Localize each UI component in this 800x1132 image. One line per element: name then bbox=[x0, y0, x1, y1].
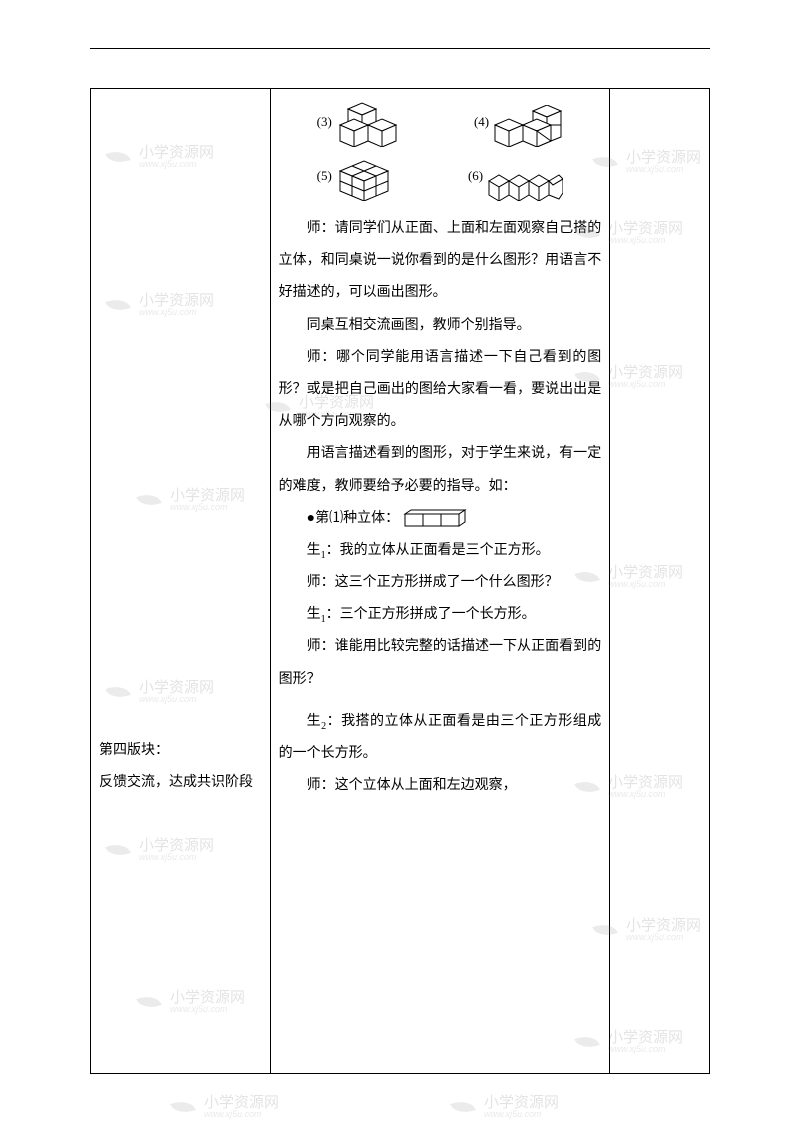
cube-5: (5) bbox=[317, 159, 392, 201]
bullet-text: ●第⑴种立体： bbox=[307, 511, 399, 526]
cube-4-icon bbox=[493, 105, 563, 147]
para-1: 师：请同学们从正面、上面和左面观察自己搭的立体，和同桌说一说你看到的是什么图形？… bbox=[279, 213, 602, 310]
lesson-table: 第四版块： 反馈交流，达成共识阶段 (3) bbox=[90, 88, 710, 1074]
right-column bbox=[610, 89, 710, 1074]
para-7: 生1：三个正方形拼成了一个长方形。 bbox=[279, 599, 602, 631]
p9-rest: ：我搭的立体从正面看是由三个正方形组成的一个长方形。 bbox=[279, 714, 602, 761]
cube-6-label: (6) bbox=[468, 161, 483, 201]
para-5: 生1：我的立体从正面看是三个正方形。 bbox=[279, 535, 602, 567]
cube-3-icon bbox=[336, 101, 398, 147]
cube-6: (6) bbox=[468, 161, 563, 201]
inline-three-squares-icon bbox=[403, 508, 467, 528]
p5-rest: ：我的立体从正面看是三个正方形。 bbox=[326, 543, 550, 558]
header-rule bbox=[90, 48, 710, 49]
cube-3-label: (3) bbox=[317, 107, 332, 147]
para-2: 同桌互相交流画图，教师个别指导。 bbox=[279, 310, 602, 342]
cube-5-icon bbox=[336, 159, 392, 201]
cube-5-label: (5) bbox=[317, 161, 332, 201]
p7-rest: ：三个正方形拼成了一个长方形。 bbox=[326, 607, 536, 622]
para-4: 用语言描述看到的图形，对于学生来说，有一定的难度，教师要给予必要的指导。如： bbox=[279, 438, 602, 502]
para-8: 师：谁能用比较完整的话描述一下从正面看到的图形？ bbox=[279, 631, 602, 695]
watermark: 小学资源网www.xj5u.com bbox=[450, 1095, 559, 1119]
p9-prefix: 生 bbox=[307, 714, 321, 729]
p7-prefix: 生 bbox=[307, 607, 321, 622]
para-6: 师：这三个正方形拼成了一个什么图形？ bbox=[279, 567, 602, 599]
para-9: 生2：我搭的立体从正面看是由三个正方形组成的一个长方形。 bbox=[279, 706, 602, 770]
cube-6-icon bbox=[487, 171, 563, 201]
section-block: 第四版块： 反馈交流，达成共识阶段 bbox=[99, 95, 262, 799]
cube-4-label: (4) bbox=[474, 107, 489, 147]
cube-row-2: (5) (6) bbox=[279, 159, 602, 201]
left-column: 第四版块： 反馈交流，达成共识阶段 bbox=[91, 89, 271, 1074]
para-3: 师：哪个同学能用语言描述一下自己看到的图形？或是把自己画出的图给大家看一看，要说… bbox=[279, 342, 602, 439]
section-line1: 第四版块： bbox=[99, 735, 262, 767]
cube-3: (3) bbox=[317, 101, 398, 147]
p5-prefix: 生 bbox=[307, 543, 321, 558]
middle-column: (3) (4) bbox=[270, 89, 610, 1074]
section-line2: 反馈交流，达成共识阶段 bbox=[99, 767, 262, 799]
cube-4: (4) bbox=[474, 105, 563, 147]
para-10: 师：这个立体从上面和左边观察， bbox=[279, 770, 602, 802]
bullet-line: ●第⑴种立体： bbox=[279, 503, 602, 535]
watermark: 小学资源网www.xj5u.com bbox=[170, 1095, 279, 1119]
cube-row-1: (3) (4) bbox=[279, 101, 602, 147]
